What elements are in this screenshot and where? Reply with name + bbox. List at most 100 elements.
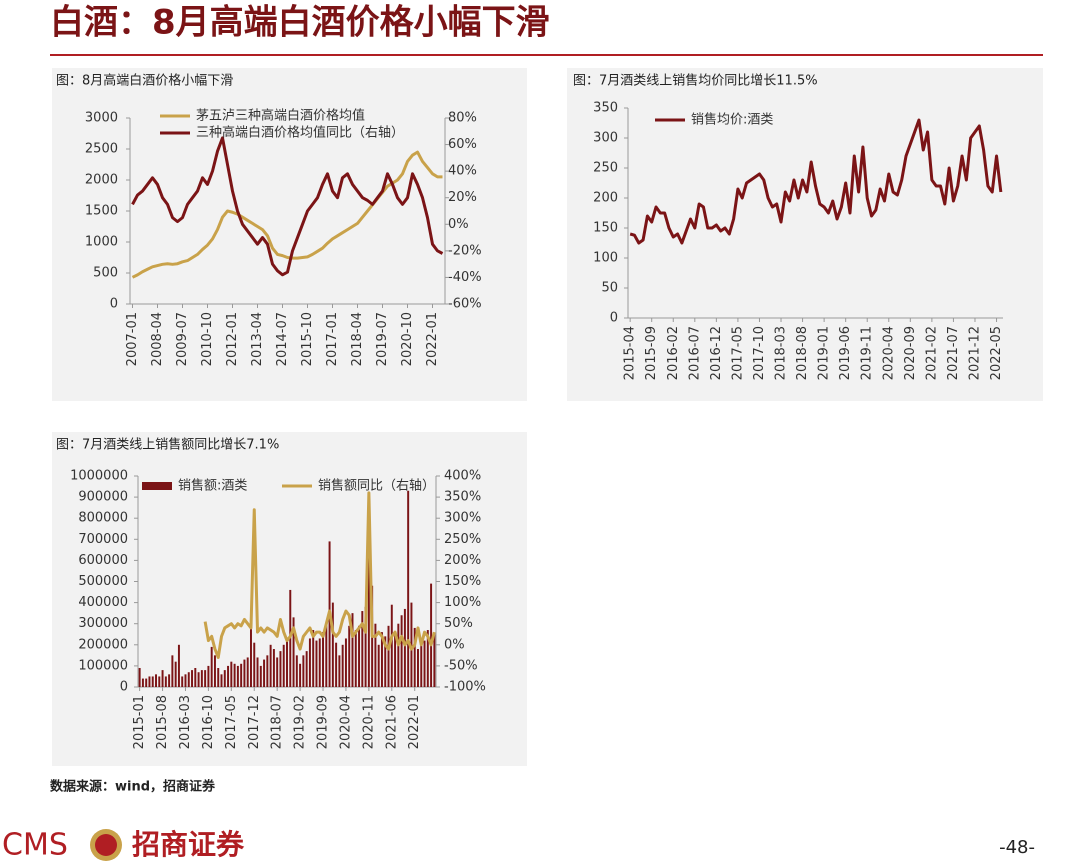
- x-tick-label: 2020-04: [881, 326, 896, 380]
- line: [629, 118, 1003, 245]
- x-tick-label: 2019-06: [838, 326, 853, 380]
- bar: [246, 657, 249, 687]
- x-tick-label: 2020-04: [338, 695, 353, 749]
- y-tick-label: 150: [593, 221, 618, 236]
- bar: [344, 638, 347, 687]
- bar: [302, 655, 305, 687]
- x-tick-label: 2013-04: [250, 312, 265, 366]
- y-tick-label: 900000: [78, 490, 128, 505]
- bar: [151, 676, 154, 687]
- x-tick-label: 2022-01: [425, 312, 440, 366]
- bar: [223, 670, 226, 687]
- bar: [204, 670, 207, 687]
- bar: [354, 630, 357, 687]
- bar: [358, 625, 361, 687]
- y2-tick-label: 400%: [444, 469, 481, 484]
- source: 数据来源：wind，招商证券: [50, 779, 216, 795]
- y-tick-label: 100000: [78, 658, 128, 673]
- bar: [191, 670, 194, 687]
- y2-tick-label: -40%: [448, 270, 482, 285]
- y2-tick-label: 350%: [444, 490, 481, 505]
- bar: [266, 655, 269, 687]
- bar: [197, 672, 200, 687]
- y2-tick-label: -100%: [444, 680, 486, 695]
- logo-letters: CMS: [2, 828, 68, 863]
- y-tick-label: 1000: [85, 235, 118, 250]
- bar: [286, 638, 288, 687]
- bar: [295, 655, 298, 687]
- bar: [305, 651, 308, 687]
- y-tick-label: 500: [93, 266, 118, 281]
- x-tick-label: 2015-04: [623, 326, 638, 380]
- x-tick-label: 2019-02: [293, 695, 308, 749]
- bar: [158, 676, 161, 687]
- y2-tick-label: 50%: [444, 616, 473, 631]
- bar: [236, 665, 239, 687]
- bar: [177, 644, 180, 687]
- y-tick-label: 250: [593, 161, 618, 176]
- y2-tick-label: 300%: [444, 511, 481, 526]
- legend-label: 三种高端白酒价格均值同比（右轴）: [196, 125, 404, 141]
- title-rule: [50, 54, 1043, 56]
- y2-tick-label: 20%: [448, 190, 477, 205]
- y-tick-label: 0: [110, 297, 118, 312]
- bar: [259, 665, 262, 687]
- y-tick-label: 0: [610, 311, 618, 326]
- y-tick-label: 600000: [78, 553, 128, 568]
- panel: [567, 68, 1043, 401]
- legend-swatch: [142, 482, 172, 490]
- x-tick-label: 2020-09: [903, 326, 918, 380]
- bar: [240, 663, 243, 687]
- bar: [194, 668, 197, 687]
- bar: [171, 655, 174, 687]
- bar: [148, 676, 151, 687]
- legend-label: 销售额同比（右轴）: [318, 478, 435, 494]
- bar: [279, 651, 282, 687]
- bar: [394, 634, 397, 687]
- x-tick-label: 2019-07: [375, 312, 390, 366]
- bar: [164, 676, 167, 687]
- bar: [390, 604, 393, 687]
- y-tick-label: 300: [593, 131, 618, 146]
- x-tick-label: 2020-10: [400, 312, 415, 366]
- bar: [249, 627, 252, 687]
- x-tick-label: 2017-05: [730, 326, 745, 380]
- y-tick-label: 0: [120, 680, 128, 695]
- x-tick-label: 2008-04: [150, 312, 165, 366]
- x-tick-label: 2018-04: [350, 312, 365, 366]
- x-tick-label: 2018-07: [270, 695, 285, 749]
- x-tick-label: 2016-02: [666, 326, 681, 380]
- bar: [426, 630, 429, 687]
- logo-emblem: [95, 834, 117, 856]
- x-tick-label: 2017-01: [325, 312, 340, 366]
- y2-tick-label: 150%: [444, 574, 481, 589]
- bar: [338, 655, 341, 687]
- bar: [210, 646, 213, 687]
- bar: [380, 632, 383, 687]
- x-tick-label: 2020-11: [361, 695, 376, 749]
- bar: [145, 678, 148, 687]
- bar: [410, 602, 413, 687]
- y-tick-label: 3000: [85, 111, 118, 126]
- bar: [299, 663, 302, 687]
- chart-title: 图：8月高端白酒价格小幅下滑: [56, 73, 233, 89]
- y2-tick-label: 80%: [448, 111, 477, 126]
- bar: [217, 668, 220, 687]
- bar: [230, 661, 233, 687]
- x-tick-label: 2014-07: [275, 312, 290, 366]
- bar: [325, 623, 328, 687]
- bar: [397, 623, 400, 687]
- x-tick-label: 2016-12: [709, 326, 724, 380]
- bar: [233, 663, 236, 687]
- x-tick-label: 2021-02: [924, 326, 939, 380]
- y2-tick-label: 200%: [444, 553, 481, 568]
- x-tick-label: 2021-06: [384, 695, 399, 749]
- bar: [276, 657, 279, 687]
- y2-tick-label: 0%: [448, 217, 469, 232]
- line: [131, 136, 444, 277]
- y-tick-label: 2500: [85, 142, 118, 157]
- y2-tick-label: 250%: [444, 532, 481, 547]
- panel: [52, 68, 527, 401]
- bar: [364, 606, 367, 687]
